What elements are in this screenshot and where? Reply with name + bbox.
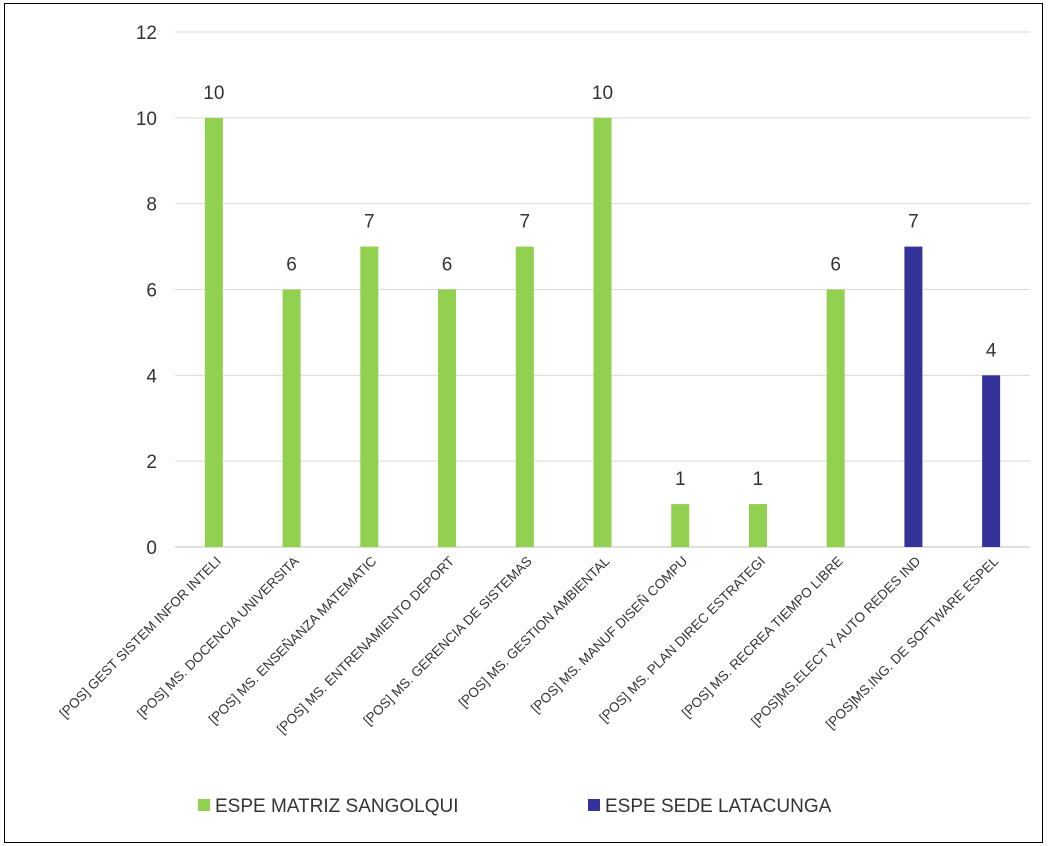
bar-matriz-sangolqui	[438, 289, 457, 547]
x-category-label: [POS] MS. ENTRENAMIENTO DEPORT	[274, 554, 457, 737]
bar-sede-latacunga	[982, 375, 1001, 547]
data-label: 7	[519, 212, 530, 233]
bar-matriz-sangolqui	[204, 117, 223, 547]
legend-swatch	[588, 799, 600, 811]
x-category-label: [POS] MS. PLAN DIREC ESTRATEGI	[596, 554, 768, 726]
legend-label: ESPE MATRIZ SANGOLQUI	[215, 796, 459, 817]
y-tick-label: 12	[136, 23, 157, 44]
bar-matriz-sangolqui	[282, 289, 301, 547]
x-category-label: [POS] MS. GERENCIA DE SISTEMAS	[360, 554, 535, 729]
x-category-label: [POS] MS. DOCENCIA UNIVERSITA	[134, 554, 301, 721]
data-label: 7	[908, 212, 919, 233]
y-tick-label: 10	[136, 109, 157, 130]
data-label: 1	[753, 469, 764, 490]
bar-matriz-sangolqui	[593, 117, 612, 547]
bar-matriz-sangolqui	[360, 246, 379, 548]
bar-matriz-sangolqui	[826, 289, 845, 547]
data-label: 6	[830, 255, 841, 276]
y-tick-label: 6	[146, 281, 157, 302]
x-category-label: [POS] MS. RECREA TIEMPO LIBRE	[679, 554, 846, 721]
y-tick-label: 2	[146, 452, 157, 473]
legend-swatch	[198, 799, 210, 811]
bar-matriz-sangolqui	[748, 504, 767, 547]
data-label: 10	[592, 83, 613, 104]
data-label: 6	[442, 255, 453, 276]
x-category-label: [POS]MS.ING. DE SOFTWARE ESPEL	[823, 553, 1002, 732]
y-tick-label: 4	[146, 366, 157, 387]
x-category-label: [POS] GEST SISTEM INFOR INTELI	[57, 554, 224, 721]
bar-matriz-sangolqui	[515, 246, 534, 548]
data-label: 6	[286, 255, 297, 276]
legend-label: ESPE SEDE LATACUNGA	[605, 796, 832, 817]
bar-matriz-sangolqui	[671, 504, 690, 547]
x-category-label: [POS] MS. GESTION AMBIENTAL	[456, 553, 613, 710]
x-category-label: [POS] MS. ENSEÑANZA MATEMATIC	[206, 553, 380, 727]
x-category-label: [POS]MS.ELECT Y AUTO REDES IND	[748, 553, 924, 729]
y-tick-label: 0	[146, 538, 157, 559]
data-label: 1	[675, 469, 686, 490]
x-category-label: [POS] MS. MANUF DISEÑ COMPU	[528, 554, 690, 716]
y-tick-label: 8	[146, 195, 157, 216]
data-label: 7	[364, 212, 375, 233]
bar-sede-latacunga	[904, 246, 923, 548]
data-label: 10	[203, 83, 224, 104]
data-label: 4	[986, 340, 997, 361]
